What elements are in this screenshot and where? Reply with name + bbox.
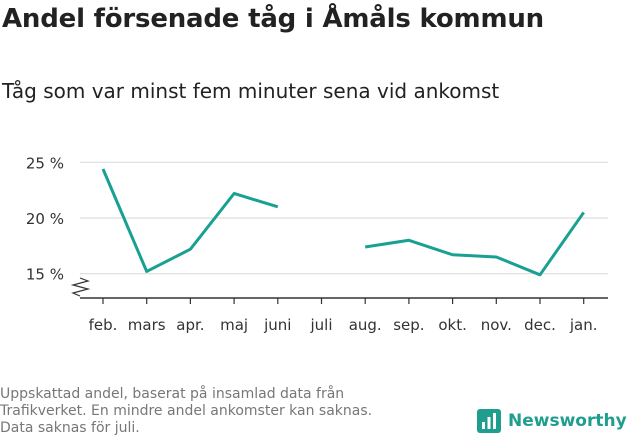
x-axis	[70, 277, 608, 304]
x-tick-label: mars	[128, 316, 166, 334]
x-tick-label: feb.	[89, 316, 118, 334]
footnote: Uppskattad andel, baserat på insamlad da…	[0, 386, 440, 437]
y-tick-label: 25 %	[26, 154, 64, 172]
x-tick-label: okt.	[438, 316, 467, 334]
chart-title: Andel försenade tåg i Åmåls kommun	[2, 4, 544, 34]
series-line	[364, 211, 585, 277]
y-tick-label: 15 %	[26, 266, 64, 284]
x-tick-label: jan.	[569, 316, 598, 334]
x-tick-label: nov.	[481, 316, 512, 334]
y-tick-labels: 15 % 20 % 25 %	[26, 154, 64, 283]
chart-subtitle: Tåg som var minst fem minuter sena vid a…	[2, 79, 500, 103]
x-tick-label: maj	[220, 316, 248, 334]
x-tick-labels: feb. mars apr. maj juni juli aug. sep. okt. nov. d…	[89, 316, 598, 334]
footnote-line: Data saknas för juli.	[0, 420, 140, 436]
gridlines	[80, 161, 608, 275]
brand-name: Newsworthy	[508, 411, 627, 431]
x-tick-label: aug.	[349, 316, 382, 334]
newsworthy-logo: Newsworthy	[476, 408, 627, 434]
x-tick-label: apr.	[176, 316, 204, 334]
series-lines	[101, 168, 585, 277]
bar-chart-icon	[477, 409, 501, 433]
axis-break-icon	[70, 277, 91, 297]
x-tick-label: juli	[309, 316, 332, 334]
x-tick-label: sep.	[393, 316, 424, 334]
footnote-line: Uppskattad andel, baserat på insamlad da…	[0, 386, 345, 402]
x-tick-label: dec.	[524, 316, 556, 334]
y-tick-label: 20 %	[26, 210, 64, 228]
x-tick-label: juni	[263, 316, 291, 334]
line-chart: 15 % 20 % 25 % feb. mars apr. maj juni juli aug.…	[26, 154, 608, 334]
footnote-line: Trafikverket. En mindre andel ankomster …	[0, 403, 373, 419]
series-line	[101, 168, 279, 273]
